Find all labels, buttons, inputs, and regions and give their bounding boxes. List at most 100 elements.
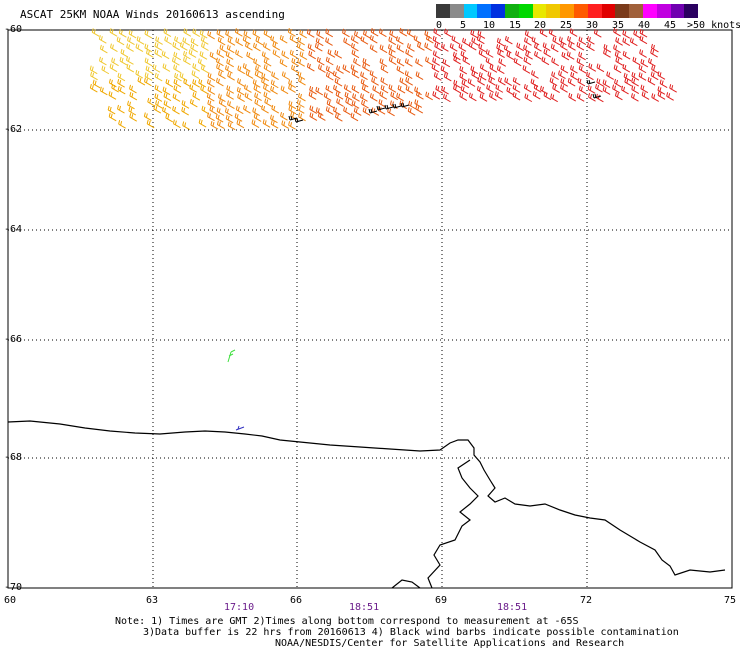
- wind-barb-icon: [237, 93, 245, 103]
- wind-barb-icon: [425, 56, 433, 66]
- wind-barb-icon: [299, 29, 307, 39]
- wind-barb-icon: [371, 77, 379, 86]
- colorbar-swatch: [656, 4, 671, 18]
- wind-barb-icon: [442, 93, 451, 103]
- wind-barb-icon: [404, 58, 413, 67]
- wind-barb-icon: [117, 79, 125, 88]
- wind-barb-icon: [129, 91, 138, 101]
- wind-barb-icon: [118, 120, 126, 129]
- wind-barb-icon: [173, 64, 181, 73]
- wind-barb-icon: [388, 36, 397, 46]
- wind-barb-icon: [183, 56, 191, 66]
- wind-barb-icon: [486, 84, 494, 93]
- wind-barb-icon: [98, 56, 107, 66]
- wind-barb-icon: [264, 98, 273, 107]
- wind-barb-icon: [297, 58, 305, 67]
- wind-barb-icon: [325, 106, 334, 115]
- wind-barb-icon: [270, 35, 278, 45]
- lat-label-66: -66: [4, 334, 23, 345]
- wind-barb-icon: [254, 92, 262, 102]
- wind-barb-icon: [206, 92, 215, 102]
- wind-barb-icon: [585, 71, 594, 81]
- wind-barb-icon: [497, 76, 506, 86]
- wind-barb-icon: [244, 92, 253, 102]
- colorbar-swatches: [436, 4, 736, 18]
- wind-barb-icon: [471, 37, 480, 46]
- wind-barb-icon: [288, 121, 296, 130]
- wind-barb-icon: [504, 35, 513, 45]
- lon-label-66: 66: [290, 595, 303, 606]
- wind-barb-icon: [144, 29, 153, 39]
- wind-barb-icon: [235, 37, 244, 47]
- wind-barb-icon: [622, 37, 631, 47]
- wind-barb-icon: [350, 112, 359, 122]
- wind-barb-icon: [252, 79, 261, 88]
- wind-barb-icon: [183, 50, 191, 60]
- plot-frame: [7, 29, 733, 589]
- wind-barb-icon: [219, 44, 228, 53]
- wind-barb-icon: [576, 93, 585, 102]
- wind-barb-icon: [459, 92, 468, 101]
- wind-barb-icon: [270, 85, 278, 95]
- wind-barb-icon: [471, 70, 480, 80]
- wind-barb-icon: [369, 34, 378, 44]
- wind-barb-icon: [216, 49, 225, 58]
- wind-barb-icon: [512, 84, 521, 93]
- wind-barb-icon: [524, 30, 533, 39]
- wind-barb-icon: [362, 57, 371, 67]
- wind-barb-icon: [198, 78, 207, 88]
- wind-barb-icon: [333, 84, 341, 94]
- wind-barb-icon: [317, 112, 326, 121]
- wind-barb-icon: [226, 44, 235, 54]
- wind-barb-icon: [215, 113, 224, 123]
- wind-barb-icon: [272, 41, 281, 51]
- wind-barb-icon: [207, 99, 216, 109]
- wind-barb-icon: [234, 28, 243, 37]
- wind-barb-icon: [129, 113, 138, 122]
- wind-barb-icon: [263, 64, 272, 73]
- wind-barb-icon: [207, 86, 216, 95]
- wind-barb-icon: [206, 78, 215, 88]
- wind-barb-icon: [173, 51, 182, 61]
- wind-barb-icon: [631, 85, 640, 94]
- wind-barb-icon: [291, 57, 300, 67]
- wind-barb-icon: [552, 84, 560, 93]
- wind-barb-icon: [595, 83, 603, 93]
- wind-barb-icon: [388, 84, 397, 93]
- wind-barb-icon: [236, 119, 245, 129]
- wind-barb-icon: [614, 51, 623, 60]
- wind-barb-icon: [316, 56, 325, 66]
- wind-barb-icon: [560, 64, 569, 74]
- wind-barb-icon: [432, 35, 441, 45]
- wind-barb-icon: [99, 86, 108, 96]
- wind-barb-icon: [225, 51, 234, 60]
- wind-barb-icon: [369, 44, 378, 53]
- wind-barb-icon: [404, 70, 413, 79]
- wind-barb-icon: [291, 64, 299, 74]
- wind-barb-icon: [433, 28, 442, 37]
- wind-barb-icon: [261, 104, 269, 114]
- wind-barb-icon: [254, 70, 263, 80]
- wind-barb-icon: [378, 99, 387, 108]
- wind-barb-icon: [172, 105, 180, 115]
- wind-barb-icon: [434, 42, 443, 52]
- wind-barb-icon: [453, 79, 461, 89]
- wind-barb-icon: [489, 92, 497, 101]
- wind-barb-icon: [539, 28, 548, 38]
- wind-barb-icon: [496, 43, 504, 53]
- wind-barb-icon: [215, 77, 224, 87]
- wind-barb-icon: [586, 36, 595, 45]
- wind-barb-icon: [539, 85, 548, 95]
- wind-barb-icon: [543, 91, 552, 101]
- wind-barb-icon: [109, 63, 118, 73]
- wind-barb-icon: [227, 349, 236, 363]
- wind-barb-icon: [343, 84, 352, 93]
- wind-barb-icon: [201, 105, 210, 115]
- wind-barb-icon: [172, 93, 181, 102]
- wind-barb-icon: [362, 107, 371, 116]
- wind-barb-icon: [650, 48, 658, 58]
- wind-barb-icon: [360, 36, 369, 45]
- wind-barb-icon: [414, 99, 423, 108]
- wind-barb-icon: [294, 117, 304, 123]
